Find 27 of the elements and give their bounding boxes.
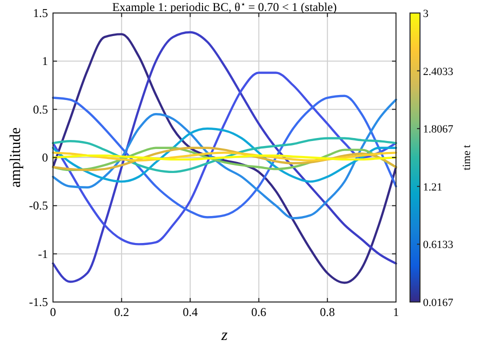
color-bar-title: time t: [461, 144, 473, 170]
y-tick-label: 1.5: [33, 6, 48, 20]
color-bar-label: 2.4033: [423, 66, 454, 78]
line-series: [52, 137, 398, 174]
color-bar-label: 0.6133: [423, 239, 454, 252]
line-series: [52, 128, 398, 183]
y-axis-title: amplitude: [8, 127, 24, 188]
x-tick-label: 0.4: [182, 305, 198, 319]
color-bar-label: 1.21: [423, 181, 442, 194]
x-tick-label: 0.2: [114, 305, 130, 319]
line-series: [52, 152, 398, 162]
color-bar-label: 3: [423, 8, 429, 20]
x-tick-label: 0.8: [320, 305, 335, 319]
y-tick-label: -0.5: [29, 198, 48, 213]
color-bar-label: 1.8067: [423, 124, 454, 136]
y-tick-label: 1: [42, 54, 48, 68]
x-tick-label: 1: [393, 305, 399, 319]
x-tick-label: 0.6: [251, 305, 266, 319]
line-series: [52, 146, 398, 172]
x-axis-title: z: [220, 327, 228, 344]
chart-title: Example 1: periodic BC, θ$^{⋆}$ = 0.70 < 1 (stable): [112, 0, 337, 14]
color-bar-label: 0.0167: [423, 297, 454, 309]
y-tick-label: -1: [38, 246, 48, 261]
y-tick-label: 0.5: [33, 102, 48, 116]
y-tick-label: 0: [42, 150, 48, 164]
line-series: [52, 72, 398, 246]
y-tick-label: -1.5: [29, 295, 48, 309]
